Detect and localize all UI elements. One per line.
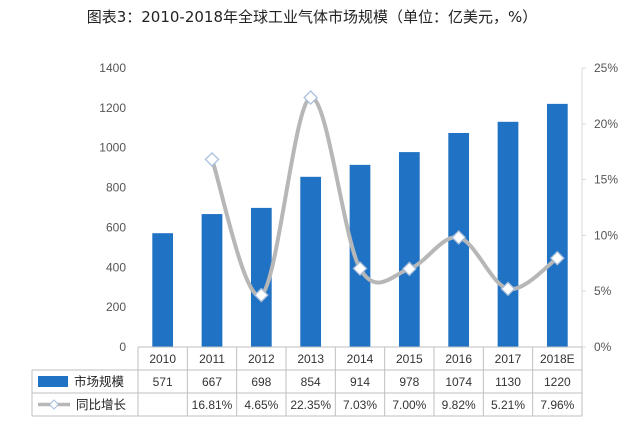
growth-point-marker[interactable]	[500, 281, 516, 297]
table-cell-bar-value: 698	[251, 375, 271, 389]
table-cell-growth-value: 9.82%	[442, 398, 476, 412]
growth-point-marker[interactable]	[352, 261, 368, 276]
bar[interactable]	[349, 164, 371, 347]
growth-point-marker[interactable]	[451, 229, 467, 245]
x-category-label: 2013	[297, 352, 324, 366]
table-cell-bar-value: 854	[301, 375, 321, 389]
bar[interactable]	[497, 121, 519, 347]
growth-point-marker[interactable]	[303, 90, 319, 105]
legend-label-line: 同比增长	[76, 397, 127, 412]
bar[interactable]	[152, 233, 174, 347]
legend-label-bar: 市场规模	[74, 374, 125, 389]
table-cell-growth-value: 7.00%	[392, 398, 426, 412]
y-left-tick-label: 0	[119, 340, 126, 354]
x-category-label: 2012	[248, 352, 275, 366]
y-left-tick-label: 800	[106, 181, 126, 195]
chart-title: 图表3：2010-2018年全球工业气体市场规模（单位：亿美元，%）	[86, 8, 538, 26]
bar[interactable]	[201, 214, 223, 347]
y-left-tick-label: 1000	[99, 141, 126, 155]
table-cell-bar-value: 978	[399, 375, 419, 389]
table-cell-growth-value: 7.96%	[540, 398, 574, 412]
y-right-tick-label: 25%	[594, 61, 618, 75]
y-right-tick-label: 0%	[594, 340, 612, 354]
growth-point-marker[interactable]	[253, 287, 269, 303]
bar[interactable]	[300, 176, 322, 347]
y-left-tick-label: 1400	[99, 61, 126, 75]
bar[interactable]	[398, 152, 420, 347]
table-cell-bar-value: 571	[153, 375, 173, 389]
table-cell-bar-value: 1130	[495, 375, 521, 389]
bar[interactable]	[250, 207, 272, 347]
legend-line-marker	[48, 399, 60, 410]
y-right-tick-label: 5%	[594, 284, 612, 298]
growth-point-marker[interactable]	[204, 151, 220, 167]
table-cell-growth-value: 4.65%	[244, 398, 278, 412]
x-category-label: 2016	[445, 352, 472, 366]
y-left-tick-label: 1200	[99, 101, 126, 115]
legend-bar-swatch	[38, 376, 68, 387]
bar[interactable]	[546, 103, 568, 347]
x-category-label: 2017	[495, 352, 522, 366]
table-cell-bar-value: 667	[202, 375, 222, 389]
growth-point-marker[interactable]	[401, 261, 417, 277]
table-cell-bar-value: 914	[350, 375, 370, 389]
table-cell-bar-value: 1074	[445, 375, 472, 389]
y-left-tick-label: 200	[106, 300, 126, 314]
growth-point-marker[interactable]	[549, 250, 565, 266]
table-cell-growth-value: 16.81%	[192, 398, 233, 412]
x-category-label: 2010	[149, 352, 176, 366]
x-category-label: 2014	[347, 352, 374, 366]
x-category-label: 2018E	[540, 352, 575, 366]
y-right-tick-label: 15%	[594, 173, 618, 187]
table-cell-bar-value: 1220	[544, 375, 571, 389]
y-left-tick-label: 600	[106, 220, 126, 234]
table-cell-growth-value: 22.35%	[290, 398, 331, 412]
x-category-label: 2011	[199, 352, 225, 366]
y-right-tick-label: 20%	[594, 117, 618, 131]
table-cell-growth-value: 5.21%	[491, 398, 525, 412]
x-category-label: 2015	[396, 352, 423, 366]
y-right-tick-label: 10%	[594, 228, 618, 242]
y-left-tick-label: 400	[106, 260, 126, 274]
table-cell-growth-value: 7.03%	[343, 398, 377, 412]
